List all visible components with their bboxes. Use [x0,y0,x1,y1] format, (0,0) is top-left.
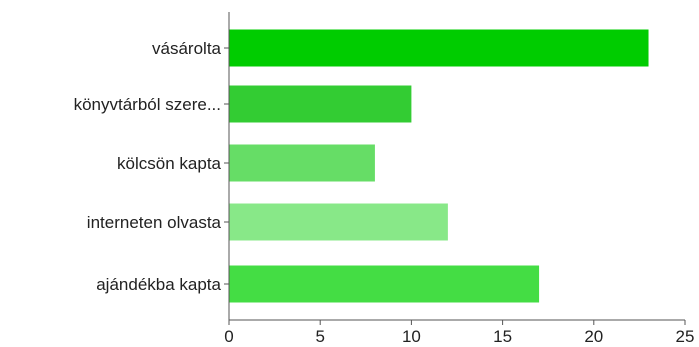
category-label-1: könyvtárból szere... [74,95,221,114]
x-tick-label-4: 20 [584,327,603,346]
category-label-0: vásárolta [152,39,222,58]
bar-3 [229,203,448,241]
x-tick-label-0: 0 [224,327,233,346]
axes [224,12,685,321]
category-label-3: interneten olvasta [87,213,222,232]
bar-2 [229,144,375,182]
bar-4 [229,265,540,303]
x-tick-label-1: 5 [315,327,324,346]
x-tick-label-2: 10 [402,327,421,346]
bars-layer [229,29,649,303]
category-label-2: kölcsön kapta [117,154,221,173]
bar-1 [229,85,412,123]
x-axis-ticks: 0 5 10 15 20 25 [224,320,694,346]
x-tick-label-3: 15 [493,327,512,346]
bar-0 [229,29,649,67]
category-labels: vásárolta könyvtárból szere... kölcsön kap… [74,39,222,294]
x-tick-label-5: 25 [676,327,695,346]
category-label-4: ajándékba kapta [96,275,221,294]
